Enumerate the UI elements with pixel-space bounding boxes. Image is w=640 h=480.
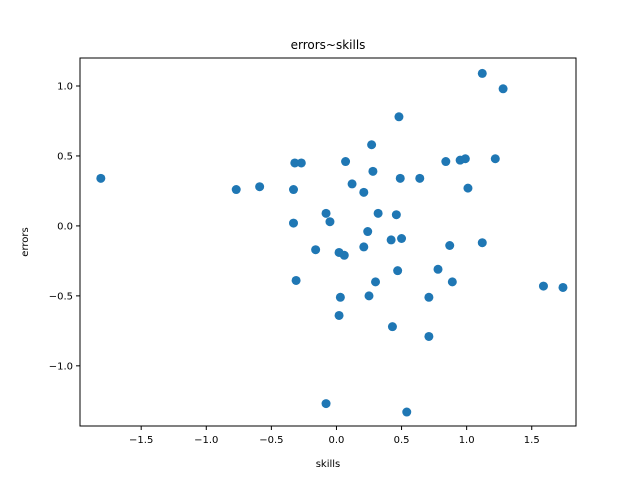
scatter-point	[311, 245, 321, 255]
scatter-point	[291, 275, 301, 285]
scatter-point	[231, 185, 241, 195]
x-tick-label: 1.0	[459, 435, 475, 446]
y-tick-label: 1.0	[57, 81, 73, 92]
scatter-point	[368, 166, 378, 176]
scatter-point	[289, 218, 298, 228]
x-tick-label: −1.0	[194, 435, 218, 446]
scatter-point	[373, 208, 383, 218]
scatter-point	[558, 282, 568, 292]
scatter-point	[397, 234, 407, 243]
scatter-point	[364, 291, 374, 301]
scatter-point	[341, 157, 351, 167]
scatter-point	[395, 173, 405, 183]
x-tick-label: 0.0	[329, 435, 345, 446]
x-tick-label: −1.5	[129, 435, 153, 446]
scatter-point	[477, 68, 487, 78]
scatter-point	[347, 179, 357, 189]
y-axis-label: errors	[20, 227, 31, 256]
scatter-point	[359, 187, 369, 197]
scatter-point	[447, 277, 457, 287]
scatter-point	[415, 173, 425, 183]
y-axis-ticks: −1.0 −0.5 0.0 0.5 1.0	[49, 81, 80, 372]
scatter-point	[339, 250, 349, 260]
scatter-point	[289, 185, 298, 195]
y-tick-label: −1.0	[49, 361, 73, 372]
scatter-point	[441, 157, 451, 167]
scatter-point	[363, 227, 373, 237]
scatter-point	[393, 266, 403, 276]
y-tick-label: −0.5	[49, 291, 73, 302]
x-tick-label: 0.5	[394, 435, 410, 446]
scatter-point	[387, 322, 397, 332]
scatter-point	[335, 292, 345, 302]
scatter-point	[359, 242, 369, 252]
x-axis-label: skills	[316, 459, 341, 470]
scatter-point	[321, 399, 331, 409]
scatter-point	[394, 112, 404, 122]
scatter-point	[424, 292, 434, 302]
y-tick-label: 0.5	[57, 151, 73, 162]
scatter-point	[290, 158, 300, 168]
chart-title: errors~skills	[291, 38, 366, 52]
scatter-point	[371, 277, 381, 287]
scatter-point	[386, 235, 396, 245]
x-tick-label: 1.5	[524, 435, 540, 446]
scatter-point	[463, 183, 473, 193]
plot-frame	[79, 57, 577, 427]
scatter-point	[490, 154, 500, 164]
scatter-point	[96, 173, 106, 183]
scatter-point	[334, 310, 344, 320]
x-axis-ticks: −1.5 −1.0 −0.5 0.0 0.5 1.0 1.5	[129, 426, 540, 446]
scatter-point	[255, 182, 265, 192]
scatter-point	[424, 331, 434, 341]
x-tick-label: −0.5	[259, 435, 283, 446]
scatter-point	[433, 264, 443, 274]
scatter-point	[445, 241, 455, 250]
scatter-point	[460, 154, 470, 164]
scatter-point	[321, 208, 331, 218]
scatter-point	[477, 238, 487, 248]
scatter-point	[296, 158, 306, 168]
y-tick-label: 0.0	[57, 221, 73, 232]
scatter-point	[538, 281, 548, 291]
scatter-point	[391, 210, 401, 220]
scatter-point	[402, 407, 412, 417]
scatter-point	[498, 84, 508, 94]
scatter-point	[325, 217, 335, 227]
scatter-point	[367, 140, 377, 150]
points-layer	[96, 68, 568, 417]
